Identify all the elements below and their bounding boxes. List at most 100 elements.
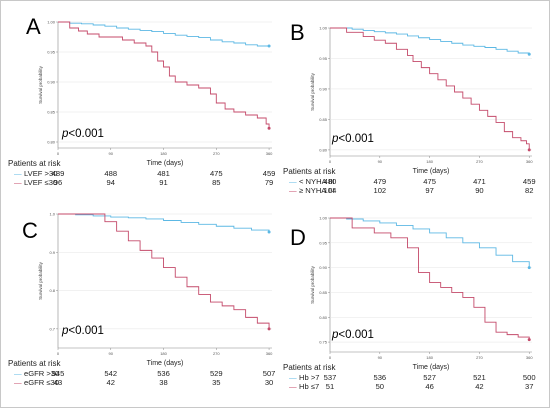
survival-curve-reference <box>330 217 530 268</box>
y-axis-label: Survival probability <box>310 72 315 111</box>
x-tick-label: 270 <box>476 159 483 164</box>
risk-count: 82 <box>525 186 533 195</box>
risk-row-name: LVEF >30 <box>24 169 57 178</box>
panel-letter: B <box>290 20 305 45</box>
risk-count: 481 <box>157 169 170 178</box>
risk-count: 479 <box>373 177 386 186</box>
risk-count: 43 <box>54 378 62 387</box>
risk-count: 42 <box>107 378 115 387</box>
risk-count: 79 <box>265 178 273 187</box>
x-tick-label: 270 <box>213 351 220 356</box>
risk-row-symbol: — <box>14 369 22 378</box>
x-tick-label: 90 <box>378 159 383 164</box>
risk-row-symbol: — <box>289 177 297 186</box>
y-tick-label: 0.9 <box>49 250 55 255</box>
y-tick-label: 1.00 <box>319 216 328 221</box>
y-axis-label: Survival probability <box>38 261 43 300</box>
risk-count: 96 <box>54 178 62 187</box>
risk-count: 90 <box>475 186 483 195</box>
x-tick-label: 360 <box>266 151 273 156</box>
risk-count: 102 <box>373 186 386 195</box>
y-tick-label: 0.80 <box>319 147 328 152</box>
survival-curve-risk <box>330 27 530 150</box>
risk-count: 51 <box>326 382 334 391</box>
risk-count: 459 <box>263 169 276 178</box>
risk-count: 50 <box>376 382 384 391</box>
risk-count: 527 <box>423 373 436 382</box>
x-tick-label: 180 <box>426 159 433 164</box>
risk-row-name: eGFR >30 <box>24 369 59 378</box>
x-axis-label: Time (days) <box>413 364 450 371</box>
risk-count: 85 <box>212 178 220 187</box>
risk-row-symbol: — <box>289 382 297 391</box>
y-axis-label: Survival probability <box>310 265 315 304</box>
p-value: p<0.001 <box>331 329 374 341</box>
curve-end-marker <box>267 327 271 331</box>
risk-count: 104 <box>324 186 337 195</box>
risk-count: 459 <box>523 177 536 186</box>
y-axis-label: Survival probability <box>38 65 43 104</box>
risk-count: 38 <box>159 378 167 387</box>
x-axis-label: Time (days) <box>147 360 184 367</box>
curve-end-marker <box>527 338 531 342</box>
survival-curve-reference <box>58 213 270 232</box>
p-value: p<0.001 <box>331 133 374 145</box>
risk-count: 521 <box>473 373 486 382</box>
x-tick-label: 90 <box>109 351 114 356</box>
y-tick-label: 0.90 <box>319 265 328 270</box>
curve-end-marker <box>527 266 531 270</box>
risk-count: 35 <box>212 378 220 387</box>
risk-table-title: Patients at risk <box>8 359 61 368</box>
risk-count: 489 <box>52 169 65 178</box>
y-tick-label: 0.85 <box>319 290 328 295</box>
panel-d: 0 90 180 270 360 1.00 0.95 0.90 0.85 0.80 0.75 Surv… <box>283 216 536 392</box>
panel-letter: A <box>26 14 41 39</box>
x-axis-label: Time (days) <box>147 160 184 167</box>
x-tick-label: 360 <box>526 355 533 360</box>
p-value-text: <0.001 <box>338 133 374 145</box>
x-tick-label: 0 <box>329 159 332 164</box>
panel-b: 0 90 180 270 360 1.00 0.95 0.90 0.85 0.80 Survival… <box>283 20 536 195</box>
risk-count: 537 <box>324 373 337 382</box>
curve-end-marker <box>267 230 271 234</box>
risk-count: 500 <box>523 373 536 382</box>
risk-count: 536 <box>373 373 386 382</box>
risk-count: 42 <box>475 382 483 391</box>
survival-curve-reference <box>58 21 270 47</box>
y-tick-label: 1.00 <box>47 20 56 25</box>
risk-count: 30 <box>265 378 273 387</box>
p-value-italic: p <box>331 133 339 145</box>
x-tick-label: 360 <box>266 351 273 356</box>
survival-curve-risk <box>58 213 270 329</box>
risk-count: 480 <box>324 177 337 186</box>
risk-count: 471 <box>473 177 486 186</box>
risk-count: 97 <box>425 186 433 195</box>
risk-count: 529 <box>210 369 223 378</box>
risk-row-name: Hb ≤7 <box>299 382 319 391</box>
p-value-italic: p <box>61 325 69 337</box>
survival-curve-risk <box>58 21 270 129</box>
y-tick-label: 0.80 <box>319 315 328 320</box>
risk-row-symbol: — <box>14 378 22 387</box>
risk-row-name: LVEF ≤30 <box>24 178 57 187</box>
curve-end-marker <box>267 126 271 130</box>
risk-count: 488 <box>104 169 117 178</box>
x-tick-label: 180 <box>426 355 433 360</box>
p-value-text: <0.001 <box>68 128 104 140</box>
risk-count: 91 <box>159 178 167 187</box>
y-tick-label: 0.7 <box>49 326 55 331</box>
x-tick-label: 270 <box>476 355 483 360</box>
risk-row-symbol: — <box>289 186 297 195</box>
risk-row-name: ≥ NYHA III <box>299 186 334 195</box>
risk-count: 542 <box>104 369 117 378</box>
panel-a: 0 90 180 270 360 1.00 0.95 0.90 0.85 0.80 Survival… <box>8 14 275 187</box>
survival-curve-risk <box>330 217 530 340</box>
y-tick-label: 0.90 <box>319 86 328 91</box>
risk-count: 545 <box>52 369 65 378</box>
risk-row-symbol: — <box>289 373 297 382</box>
x-tick-label: 0 <box>57 351 60 356</box>
y-tick-label: 0.95 <box>319 240 328 245</box>
risk-row-symbol: — <box>14 178 22 187</box>
